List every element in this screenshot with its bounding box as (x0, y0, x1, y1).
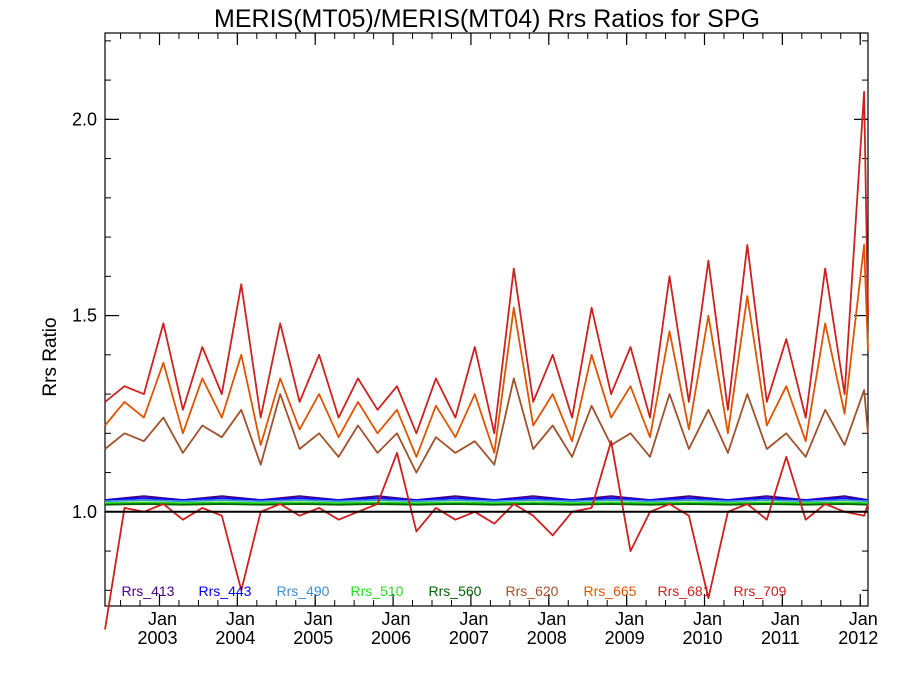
y-axis-label: Rrs Ratio (40, 317, 61, 396)
legend-entry-rrs-709: Rrs_709 (734, 583, 787, 599)
legend-entry-rrs-681: Rrs_681 (658, 583, 711, 599)
legend-entry-rrs-560: Rrs_560 (429, 583, 482, 599)
x-tick-year: 2008 (527, 628, 567, 648)
x-tick-month: Jan (226, 609, 255, 629)
x-tick-year: 2003 (137, 628, 177, 648)
x-tick-month: Jan (693, 609, 722, 629)
x-tick-year: 2012 (838, 628, 878, 648)
y-tick-label: 2.0 (72, 109, 97, 129)
x-tick-year: 2004 (215, 628, 255, 648)
legend-entry-rrs-443: Rrs_443 (199, 583, 252, 599)
legend: Rrs_413 Rrs_443 Rrs_490 Rrs_510 Rrs_560 Rrs_6… (122, 583, 787, 599)
x-tick-year: 2010 (682, 628, 722, 648)
x-tick-year: 2007 (449, 628, 489, 648)
x-tick-year: 2009 (605, 628, 645, 648)
tick-labels: 1.01.52.0Jan2003Jan2004Jan2005Jan2006Jan… (72, 109, 878, 648)
series-line-rrs-560 (104, 503, 869, 506)
x-tick-month: Jan (615, 609, 644, 629)
y-tick-label: 1.0 (72, 502, 97, 522)
legend-entry-rrs-413: Rrs_413 (122, 583, 175, 599)
axis-ticks (105, 33, 868, 606)
series-line-rrs-709 (104, 440, 869, 630)
series-line-rrs-443 (104, 497, 869, 501)
series-line-rrs-510 (104, 501, 869, 505)
legend-entry-rrs-510: Rrs_510 (351, 583, 404, 599)
series-line-rrs-681 (104, 91, 869, 435)
x-tick-month: Jan (304, 609, 333, 629)
x-tick-year: 2011 (761, 628, 800, 648)
x-tick-month: Jan (382, 609, 411, 629)
series-lines (104, 91, 869, 630)
x-tick-year: 2005 (293, 628, 333, 648)
series-line-rrs-665 (104, 243, 869, 458)
chart-title: MERIS(MT05)/MERIS(MT04) Rrs Ratios for S… (214, 5, 760, 33)
x-tick-year: 2006 (371, 628, 411, 648)
series-line-rrs-620 (104, 377, 869, 474)
series-line-rrs-490 (104, 499, 869, 503)
x-tick-month: Jan (148, 609, 177, 629)
plot-frame (104, 32, 869, 607)
legend-entry-rrs-665: Rrs_665 (584, 583, 637, 599)
y-tick-label: 1.5 (72, 306, 97, 326)
x-tick-month: Jan (849, 609, 878, 629)
legend-entry-rrs-490: Rrs_490 (277, 583, 330, 599)
legend-entry-rrs-620: Rrs_620 (506, 583, 559, 599)
x-tick-month: Jan (537, 609, 566, 629)
x-tick-month: Jan (459, 609, 488, 629)
x-tick-month: Jan (771, 609, 800, 629)
